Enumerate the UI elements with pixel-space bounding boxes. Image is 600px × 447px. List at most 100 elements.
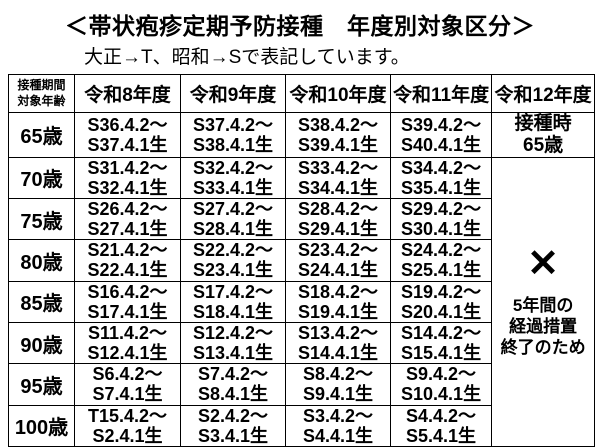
- range-start: S13.4.2～: [297, 322, 379, 343]
- birth-range-cell: S18.4.2～ S19.4.1生: [285, 280, 391, 323]
- range-end: S18.4.1生: [192, 301, 274, 322]
- birth-range-cell: S12.4.2～ S13.4.1生: [180, 321, 286, 365]
- range-end: S3.4.1生: [197, 425, 269, 446]
- table-row-85: 85歳 S16.4.2～ S17.4.1生 S17.4.2～ S18.4.1生 …: [8, 280, 595, 323]
- range-end: S27.4.1生: [87, 219, 168, 240]
- range-end: S37.4.1生: [87, 134, 168, 155]
- birth-range-cell: S6.4.2～ S7.4.1生: [74, 363, 181, 406]
- range-end: S7.4.1生: [92, 384, 163, 405]
- range-end: S22.4.1生: [87, 260, 168, 281]
- birth-range-cell: T15.4.2～ S2.4.1生: [74, 404, 181, 447]
- range-start: S22.4.2～: [192, 240, 274, 261]
- not-applicable-content: ✕ 5年間の 経過措置 終了のため: [494, 245, 592, 358]
- range-end: S34.4.1生: [297, 177, 379, 198]
- range-start: S24.4.2～: [401, 240, 482, 261]
- range-end: S28.4.1生: [192, 219, 274, 240]
- range-end: S15.4.1生: [401, 343, 482, 364]
- reiwa12-line2: 65歳: [523, 134, 564, 156]
- range-start: S2.4.2～: [197, 405, 269, 426]
- range-end: S10.4.1生: [401, 384, 482, 405]
- birth-range-cell: S28.4.2～ S29.4.1生: [285, 197, 391, 241]
- age-label: 95歳: [8, 363, 75, 406]
- range-start: S18.4.2～: [297, 281, 379, 302]
- range-start: S34.4.2～: [401, 157, 482, 178]
- range-start: S32.4.2～: [192, 157, 274, 178]
- birth-range-cell: S24.4.2～ S25.4.1生: [389, 239, 493, 282]
- range-end: S25.4.1生: [401, 260, 482, 281]
- reiwa12-line1: 接種時: [514, 113, 572, 134]
- range-end: S8.4.1生: [197, 384, 269, 405]
- age-label: 100歳: [8, 404, 75, 447]
- birth-range-cell: S27.4.2～ S28.4.1生: [180, 197, 286, 241]
- birth-range-cell: S11.4.2～ S12.4.1生: [74, 321, 181, 365]
- range-start: S12.4.2～: [192, 322, 274, 343]
- reiwa12-not-applicable-cell: ✕ 5年間の 経過措置 終了のため: [491, 156, 596, 447]
- page-title: ＜帯状疱疹定期予防接種 年度別対象区分＞: [65, 13, 535, 39]
- range-start: S37.4.2～: [192, 114, 274, 135]
- age-label: 85歳: [8, 280, 75, 323]
- birth-range-cell: S22.4.2～ S23.4.1生: [180, 239, 286, 282]
- range-end: S20.4.1生: [401, 301, 482, 322]
- range-start: S8.4.2～: [302, 364, 374, 385]
- range-start: S19.4.2～: [401, 281, 482, 302]
- birth-range-cell: S7.4.2～ S8.4.1生: [180, 363, 286, 406]
- birth-range-cell: S13.4.2～ S14.4.1生: [285, 321, 391, 365]
- birth-range-cell: S29.4.2～ S30.4.1生: [389, 197, 493, 241]
- birth-range-cell: S4.4.2～ S5.4.1生: [389, 404, 493, 447]
- range-end: S13.4.1生: [192, 343, 274, 364]
- range-end: S30.4.1生: [401, 219, 482, 240]
- note-line: 経過措置: [509, 316, 578, 336]
- birth-range-cell: S26.4.2～ S27.4.1生: [74, 197, 181, 241]
- age-label: 65歳: [8, 112, 75, 158]
- range-start: S16.4.2～: [87, 281, 168, 302]
- note-line: 終了のため: [500, 337, 586, 357]
- range-end: S39.4.1生: [297, 134, 379, 155]
- birth-range-cell: S31.4.2～ S32.4.1生: [74, 156, 181, 200]
- birth-range-cell: S33.4.2～ S34.4.1生: [285, 156, 391, 200]
- table-row-70: 70歳 S31.4.2～ S32.4.1生 S32.4.2～ S33.4.1生 …: [8, 156, 596, 447]
- range-end: S38.4.1生: [192, 134, 274, 155]
- range-end: S32.4.1生: [87, 177, 168, 198]
- range-start: S28.4.2～: [297, 199, 379, 219]
- range-start: S29.4.2～: [401, 199, 482, 219]
- col-header-reiwa8: 令和8年度: [74, 74, 181, 113]
- col-header-reiwa11: 令和11年度: [389, 74, 493, 113]
- table-row-90: 90歳 S11.4.2～ S12.4.1生 S12.4.2～ S13.4.1生 …: [8, 321, 595, 365]
- range-end: S29.4.1生: [297, 219, 379, 240]
- range-start: S17.4.2～: [192, 281, 274, 302]
- corner-header-line2: 対象年齢: [17, 93, 66, 108]
- range-end: S23.4.1生: [192, 260, 274, 281]
- range-end: S24.4.1生: [297, 260, 379, 281]
- range-end: S19.4.1生: [297, 301, 379, 322]
- birth-range-cell: S23.4.2～ S24.4.1生: [285, 239, 391, 282]
- range-end: S4.4.1生: [302, 425, 374, 446]
- birth-range-cell: S37.4.2～ S38.4.1生: [180, 112, 286, 158]
- range-start: S38.4.2～: [297, 114, 379, 135]
- age-label: 70歳: [8, 156, 75, 200]
- note-line: 5年間の: [512, 296, 574, 316]
- range-end: S2.4.1生: [92, 425, 163, 446]
- range-start: T15.4.2～: [87, 405, 168, 426]
- reiwa12-at-vaccination-cell: 接種時 65歳: [491, 112, 596, 158]
- range-start: S23.4.2～: [297, 240, 379, 261]
- schedule-table: 接種期間 対象年齢 令和8年度 令和9年度 令和10年度 令和11年度 令和12…: [8, 74, 596, 447]
- range-end: S14.4.1生: [297, 343, 379, 364]
- table-row-75: 75歳 S26.4.2～ S27.4.1生 S27.4.2～ S28.4.1生 …: [8, 197, 595, 241]
- birth-range-cell: S21.4.2～ S22.4.1生: [74, 239, 181, 282]
- x-mark: ✕: [527, 243, 560, 286]
- birth-range-cell: S16.4.2～ S17.4.1生: [74, 280, 181, 323]
- range-start: S14.4.2～: [401, 322, 482, 343]
- range-end: S5.4.1生: [406, 425, 477, 446]
- range-end: S40.4.1生: [401, 134, 482, 155]
- birth-range-cell: S3.4.2～ S4.4.1生: [285, 404, 391, 447]
- birth-range-cell: S39.4.2～ S40.4.1生: [389, 112, 493, 158]
- range-start: S11.4.2～: [87, 322, 168, 343]
- birth-range-cell: S8.4.2～ S9.4.1生: [285, 363, 391, 406]
- range-end: S35.4.1生: [401, 177, 482, 198]
- range-start: S33.4.2～: [297, 157, 379, 178]
- age-label: 80歳: [8, 239, 75, 282]
- range-start: S36.4.2～: [87, 114, 168, 135]
- range-start: S31.4.2～: [87, 157, 168, 178]
- range-start: S21.4.2～: [87, 240, 168, 261]
- transition-note: 5年間の 経過措置 終了のため: [501, 296, 586, 358]
